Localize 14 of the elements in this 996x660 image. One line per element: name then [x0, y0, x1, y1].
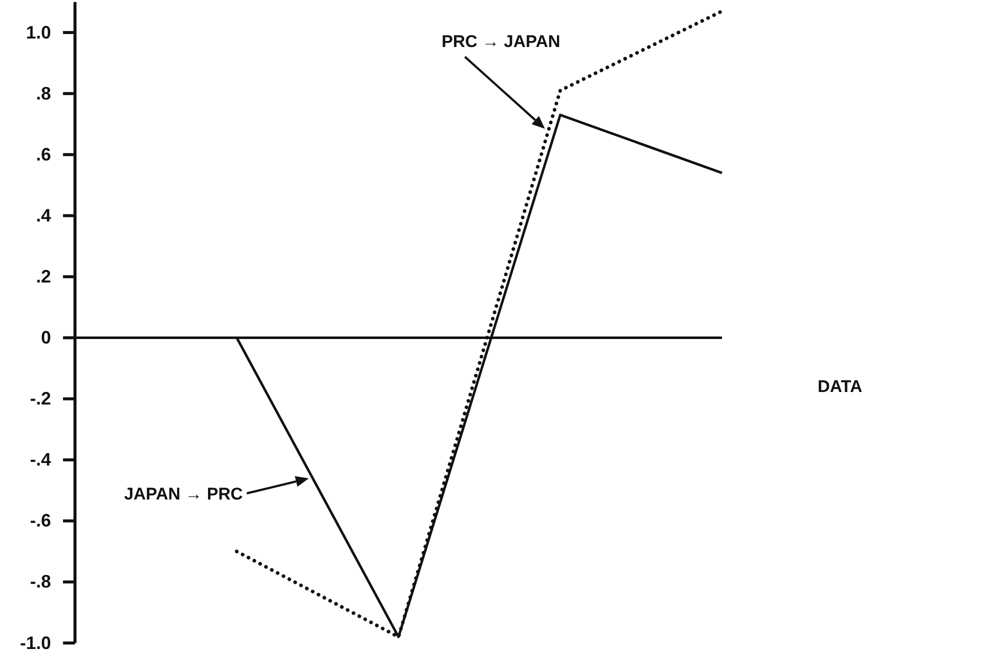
y-tick-label: -.6 [30, 510, 51, 531]
text: PRC → JAPAN [442, 32, 560, 51]
text: DATA [818, 377, 862, 396]
y-tick-label: 0 [40, 328, 51, 348]
y-tick-label: 1.0 [26, 22, 51, 42]
y-tick-label: .4 [36, 205, 51, 226]
y-tick-label: .6 [36, 144, 51, 164]
y-tick-label: -1.0 [20, 632, 51, 653]
legend-label: JAPAN → PRC [124, 484, 243, 504]
y-tick-label: -.8 [30, 572, 51, 592]
y-tick-label: -.2 [30, 388, 51, 409]
y-tick-label: .8 [36, 83, 51, 104]
y-tick-label: .2 [36, 266, 51, 286]
y-tick-label: -.4 [30, 450, 51, 470]
